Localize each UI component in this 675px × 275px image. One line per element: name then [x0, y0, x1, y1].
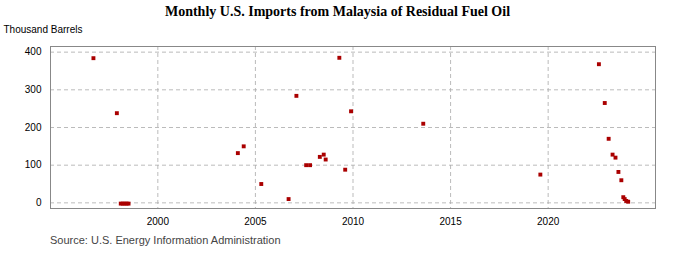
svg-text:100: 100: [25, 159, 42, 170]
svg-text:400: 400: [25, 46, 42, 57]
svg-text:2005: 2005: [244, 216, 267, 227]
svg-text:2015: 2015: [439, 216, 462, 227]
svg-text:2020: 2020: [537, 216, 560, 227]
svg-text:0: 0: [36, 197, 42, 208]
svg-text:300: 300: [25, 84, 42, 95]
svg-text:200: 200: [25, 122, 42, 133]
svg-text:2010: 2010: [342, 216, 365, 227]
svg-text:Thousand Barrels: Thousand Barrels: [4, 24, 83, 35]
html-text:Source: U.S. Energy Informatio: Source: U.S. Energy Information Administ…: [50, 234, 281, 246]
svg-text:2000: 2000: [147, 216, 170, 227]
html-text:Monthly U.S. Imports from Mala: Monthly U.S. Imports from Malaysia of Re…: [165, 4, 510, 19]
